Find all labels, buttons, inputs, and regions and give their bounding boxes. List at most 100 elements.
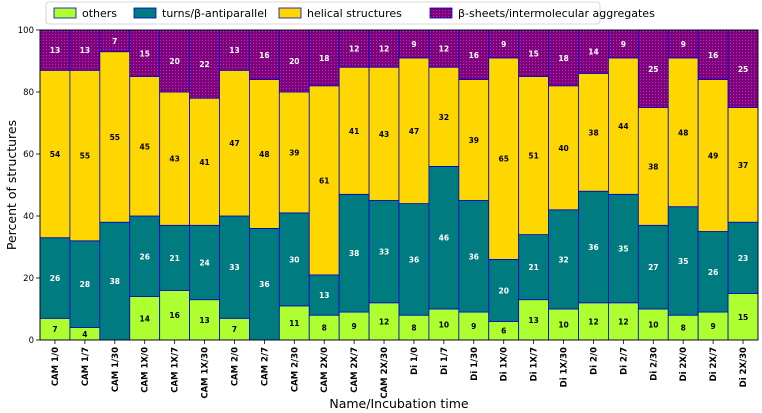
data-label: 38	[349, 249, 359, 258]
bar-segment-2-di-1-7	[428, 165, 460, 310]
bar-segment-2-di-1x-0	[488, 258, 520, 322]
data-label: 25	[648, 65, 658, 74]
data-label: 15	[738, 313, 748, 322]
data-label: 9	[411, 40, 416, 49]
bar-segment-2-di-1-0	[398, 203, 430, 316]
bar-segment-2-cam-2x-30	[368, 200, 400, 304]
data-label: 28	[80, 280, 90, 289]
data-label: 9	[471, 322, 476, 331]
x-tick-label: Di 2/30	[649, 347, 659, 381]
data-label: 8	[681, 324, 686, 333]
data-label: 14	[139, 314, 149, 323]
x-tick-label: Di 2/7	[619, 347, 629, 375]
data-label: 12	[588, 317, 598, 326]
bar-segment-4-cam-2x-30	[368, 29, 400, 68]
data-label: 11	[289, 319, 299, 328]
data-label: 35	[618, 245, 628, 254]
bar-segment-3-di-2x-30	[727, 107, 759, 223]
data-label: 18	[319, 54, 329, 63]
legend: others turns/β-antiparallel helical struct…	[45, 1, 655, 25]
legend-swatch-1	[53, 7, 77, 19]
y-tick-label: 40	[23, 212, 34, 222]
data-label: 51	[528, 152, 538, 161]
bar-segment-4-di-1x-7	[518, 29, 549, 77]
data-label: 38	[588, 128, 598, 137]
bar-segment-4-di-2-30	[637, 29, 669, 108]
bar-segment-2-cam-1x-0	[129, 215, 161, 297]
data-label: 14	[588, 48, 598, 57]
data-label: 8	[411, 324, 416, 333]
bar-segment-3-cam-1x-30	[189, 97, 220, 226]
data-label: 26	[708, 268, 718, 277]
x-tick-label: CAM 2X/7	[350, 347, 360, 393]
bar-segment-3-di-1x-30	[548, 85, 579, 211]
data-label: 46	[439, 234, 449, 243]
data-label: 36	[259, 280, 269, 289]
data-label: 13	[229, 46, 239, 55]
legend-swatch-4	[429, 7, 453, 19]
y-axis-label: Percent of structures	[4, 120, 19, 250]
bar-segment-2-di-2x-30	[727, 221, 759, 294]
legend-box	[45, 1, 601, 25]
data-label: 13	[199, 316, 209, 325]
data-label: 32	[439, 113, 449, 122]
data-label: 16	[169, 311, 179, 320]
data-label: 20	[289, 57, 299, 66]
bar-segment-1-cam-2-30	[278, 305, 310, 341]
x-tick-label: CAM 1X/0	[141, 347, 151, 393]
data-label: 21	[528, 263, 538, 272]
bar-segment-1-cam-1x-0	[129, 296, 161, 341]
bar-segment-3-di-1-30	[458, 79, 490, 201]
data-label: 13	[50, 46, 60, 55]
data-label: 7	[232, 325, 237, 334]
data-label: 35	[678, 257, 688, 266]
data-label: 38	[110, 277, 120, 286]
data-label: 45	[139, 142, 149, 151]
data-label: 36	[588, 243, 598, 252]
bar-segment-1-di-2-0	[578, 302, 609, 341]
y-tick-label: 20	[23, 274, 34, 284]
data-label: 33	[379, 248, 389, 257]
data-label: 48	[678, 128, 688, 137]
x-tick-label: Di 2X/30	[739, 347, 749, 387]
data-label: 40	[558, 144, 568, 153]
x-tick-label: CAM 2/7	[260, 347, 270, 386]
x-tick-label: Di 1X/7	[530, 347, 540, 382]
data-label: 36	[409, 255, 419, 264]
x-tick-label: CAM 1/7	[81, 347, 91, 386]
data-label: 15	[528, 49, 538, 58]
bar-segment-3-di-1x-7	[518, 76, 549, 236]
data-label: 12	[618, 317, 628, 326]
data-label: 13	[319, 291, 329, 300]
data-label: 6	[501, 327, 506, 336]
bar-segment-2-cam-1-30	[99, 221, 131, 341]
bar-segment-3-cam-1-7	[69, 69, 101, 242]
bar-segment-3-cam-2x-7	[338, 66, 370, 195]
data-label: 10	[558, 321, 568, 330]
data-label: 10	[648, 321, 658, 330]
bar-segment-3-di-2-30	[637, 107, 669, 226]
data-label: 4	[82, 330, 87, 339]
bar-segment-3-cam-2x-0	[308, 85, 340, 276]
bar-segment-1-di-1x-7	[518, 299, 549, 341]
x-tick-label: Di 1X/0	[500, 347, 510, 382]
bar-segment-1-di-1x-30	[548, 308, 579, 341]
legend-swatch-3	[278, 7, 302, 19]
bar-segment-2-di-2x-0	[667, 206, 699, 316]
data-label: 41	[199, 158, 209, 167]
data-label: 48	[259, 150, 269, 159]
x-tick-label: CAM 2/30	[290, 347, 300, 392]
data-label: 9	[501, 40, 506, 49]
bar-segment-2-cam-2-7	[249, 227, 280, 341]
data-label: 24	[199, 259, 209, 268]
bars-group: 7 26 54 13 4 28 55 13 38 55 7 14 26 45 15 16 21 43 20 13 24 4…	[39, 29, 759, 341]
x-tick-label: CAM 1X/7	[171, 347, 181, 393]
x-tick-label: CAM 1/0	[51, 347, 61, 386]
data-label: 9	[681, 40, 686, 49]
data-label: 18	[558, 54, 568, 63]
bar-segment-3-di-2x-7	[697, 79, 729, 232]
data-label: 38	[648, 162, 658, 171]
data-label: 55	[110, 133, 120, 142]
data-label: 13	[528, 316, 538, 325]
bar-segment-4-cam-1-7	[69, 29, 101, 71]
